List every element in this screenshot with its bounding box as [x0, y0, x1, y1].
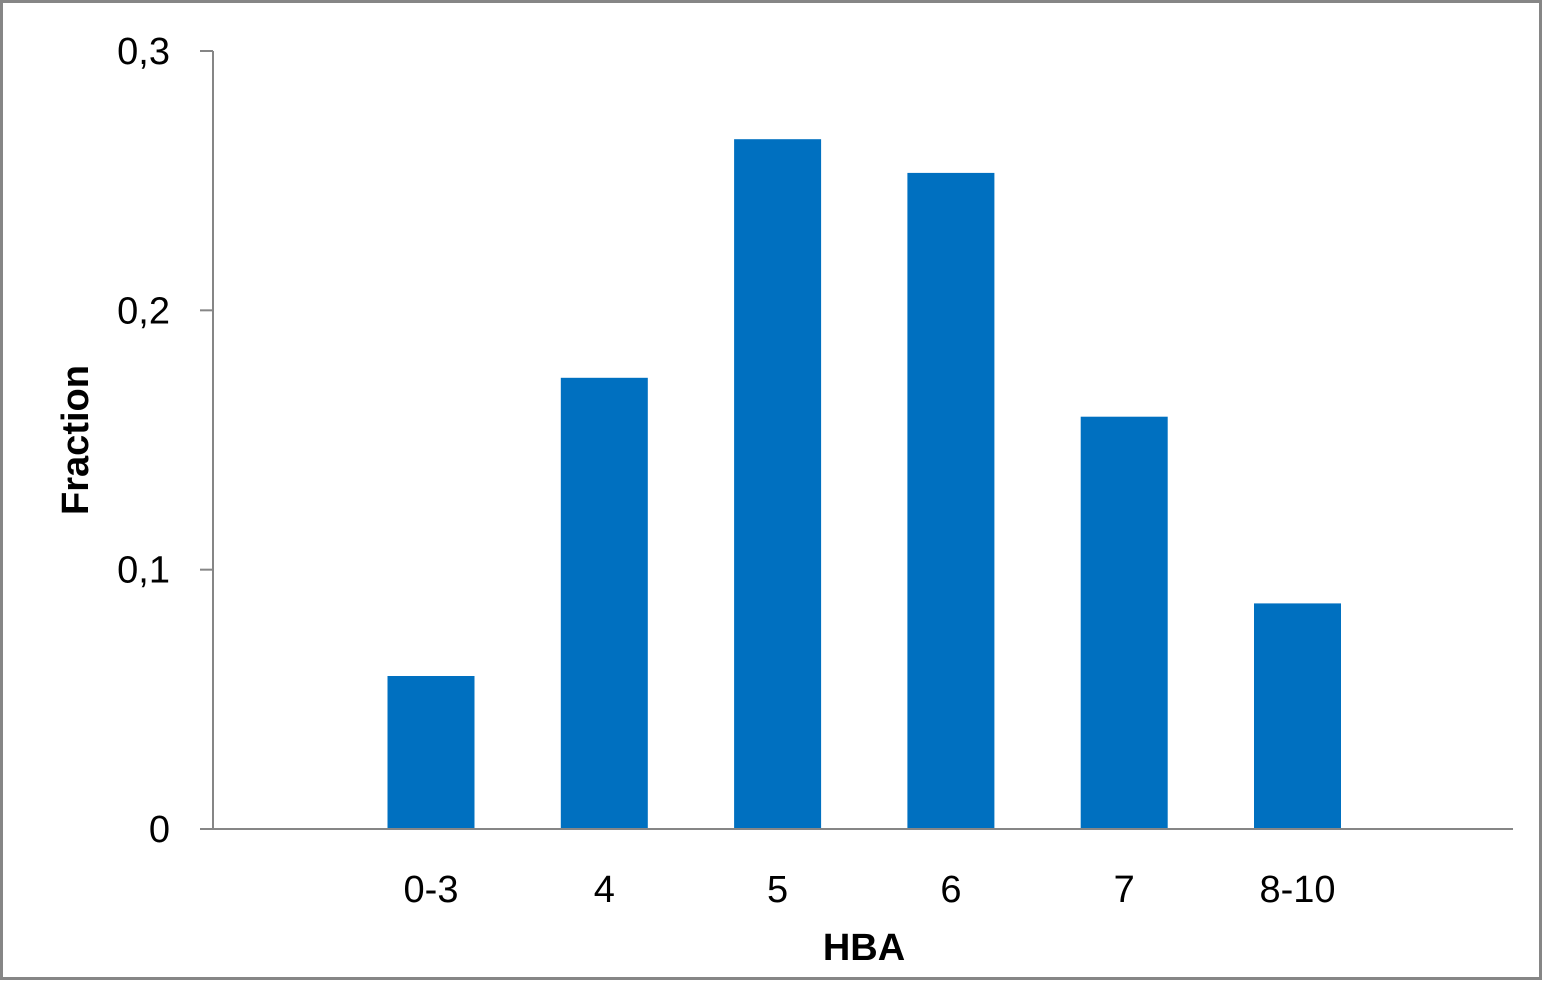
- x-tick-label: 0-3: [404, 869, 459, 911]
- y-axis-title: Fraction: [55, 365, 97, 515]
- y-tick-label: 0,3: [117, 31, 170, 73]
- bar-8-10: [1254, 603, 1341, 829]
- x-axis-title: HBA: [823, 927, 905, 969]
- y-axis: 0 0,1 0,2 0,3: [117, 31, 214, 851]
- bar-7: [1080, 416, 1168, 829]
- y-tick-label: 0: [149, 809, 170, 851]
- x-tick-label: 6: [940, 869, 961, 911]
- bar-6: [907, 172, 995, 829]
- bar-5: [734, 139, 822, 829]
- bar-0-3: [387, 676, 475, 829]
- x-tick-label: 7: [1114, 869, 1135, 911]
- x-axis: 0-3 4 5 6 7 8-10: [200, 828, 1513, 911]
- bar-4: [560, 377, 648, 829]
- x-tick-label: 8-10: [1259, 869, 1335, 911]
- x-tick-label: 4: [594, 869, 615, 911]
- y-tick-label: 0,2: [117, 290, 170, 332]
- y-tick-label: 0,1: [117, 550, 170, 592]
- bars-group: [387, 139, 1341, 829]
- x-tick-label: 5: [767, 869, 788, 911]
